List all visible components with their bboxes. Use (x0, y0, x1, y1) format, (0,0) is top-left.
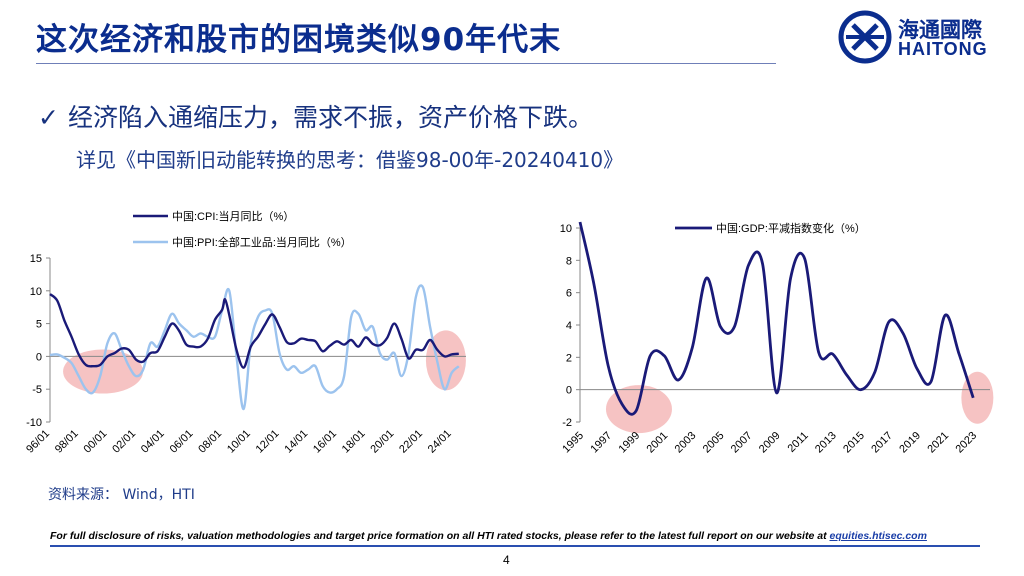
reference-note: 详见《中国新旧动能转换的思考：借鉴98-00年-20240410》 (76, 148, 624, 172)
x-tick-label: 2007 (729, 430, 755, 456)
x-tick-label: 00/01 (82, 428, 110, 456)
x-tick-label: 12/01 (254, 428, 282, 456)
y-tick-label: 15 (30, 253, 42, 265)
y-tick-label: 10 (30, 286, 42, 298)
x-tick-label: 98/01 (53, 428, 81, 456)
x-tick-label: 2021 (925, 430, 951, 456)
x-tick-label: 2015 (841, 430, 867, 456)
key-point-text: 经济陷入通缩压力，需求不振，资产价格下跌。 (68, 103, 594, 132)
x-tick-label: 2001 (645, 430, 671, 456)
x-tick-label: 2019 (897, 430, 923, 456)
x-tick-label: 22/01 (397, 428, 425, 456)
y-tick-label: -10 (26, 417, 42, 429)
legend-label: 中国:GDP:平减指数变化（%） (716, 221, 866, 235)
x-tick-label: 16/01 (311, 428, 339, 456)
y-tick-label: 4 (566, 320, 572, 332)
legend-label: 中国:CPI:当月同比（%） (172, 209, 294, 223)
x-tick-label: 2013 (813, 430, 839, 456)
footer-disclaimer: For full disclosure of risks, valuation … (50, 530, 927, 542)
website-link[interactable]: equities.htisec.com (829, 530, 927, 542)
y-tick-label: 0 (36, 351, 42, 363)
x-tick-label: 10/01 (225, 428, 253, 456)
x-tick-label: 14/01 (282, 428, 310, 456)
x-tick-label: 24/01 (426, 428, 454, 456)
legend-label: 中国:PPI:全部工业品:当月同比（%） (172, 235, 352, 249)
y-tick-label: 2 (566, 352, 572, 364)
x-tick-label: 04/01 (139, 428, 167, 456)
haitong-emblem-icon (838, 10, 892, 64)
x-tick-label: 1999 (616, 430, 642, 456)
x-tick-label: 2005 (701, 430, 727, 456)
x-tick-label: 02/01 (110, 428, 138, 456)
y-tick-label: 5 (36, 319, 42, 331)
deflation-highlight-2023 (425, 330, 466, 391)
checkmark-icon: ✓ (38, 103, 59, 132)
logo-english-text: HAITONG (898, 39, 988, 59)
x-tick-label: 2003 (673, 430, 699, 456)
footer-divider (50, 545, 980, 547)
x-tick-label: 1997 (588, 430, 614, 456)
x-tick-label: 2023 (953, 430, 979, 456)
deflation-highlight-1999 (605, 385, 672, 434)
x-tick-label: 20/01 (368, 428, 396, 456)
y-tick-label: 8 (566, 255, 572, 267)
x-tick-label: 96/01 (24, 428, 52, 456)
x-tick-label: 06/01 (168, 428, 196, 456)
y-tick-label: 10 (560, 223, 572, 235)
company-logo: 海通國際 HAITONG (838, 10, 998, 64)
x-tick-label: 1995 (560, 430, 586, 456)
x-tick-label: 08/01 (196, 428, 224, 456)
y-tick-label: -5 (32, 384, 42, 396)
key-point: ✓ 经济陷入通缩压力，需求不振，资产价格下跌。 (38, 98, 593, 134)
logo-chinese-text: 海通國際 (898, 18, 982, 42)
cpi-line (49, 293, 459, 369)
y-tick-label: -2 (562, 417, 572, 429)
x-tick-label: 2017 (869, 430, 895, 456)
y-tick-label: 6 (566, 288, 572, 300)
x-tick-label: 2011 (786, 430, 811, 455)
data-source: 资料来源： Wind，HTI (48, 487, 195, 503)
x-tick-label: 2009 (757, 430, 783, 456)
page-number: 4 (503, 553, 510, 567)
x-tick-label: 18/01 (340, 428, 368, 456)
title-divider (36, 63, 776, 64)
disclaimer-text: For full disclosure of risks, valuation … (50, 530, 830, 542)
page-title: 这次经济和股市的困境类似90年代末 (36, 22, 562, 58)
gdp-deflator-line (578, 221, 975, 416)
y-tick-label: 0 (566, 385, 572, 397)
ppi-line (49, 284, 460, 411)
